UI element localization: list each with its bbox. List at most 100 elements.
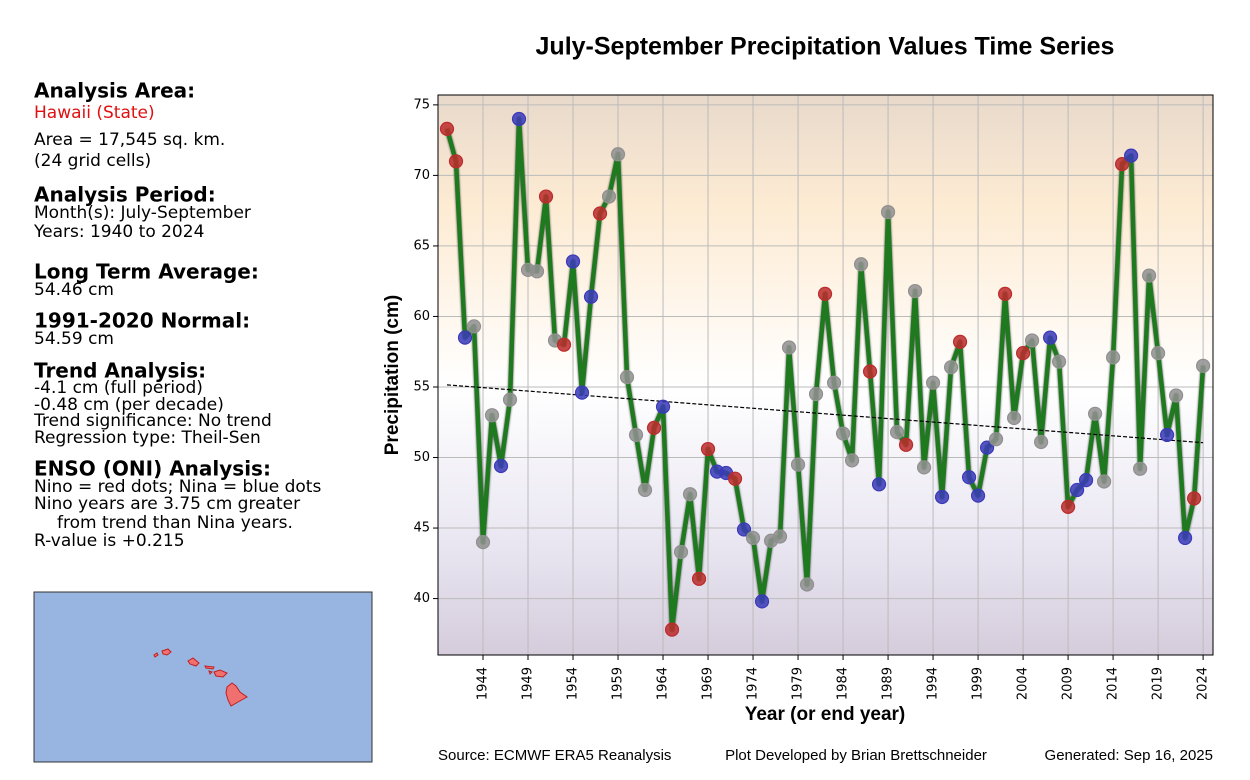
data-point bbox=[934, 489, 950, 505]
data-point bbox=[961, 470, 977, 485]
data-point bbox=[1114, 157, 1130, 172]
panel-heading: Trend Analysis: bbox=[34, 359, 206, 383]
panel-line: Regression type: Theil-Sen bbox=[34, 428, 261, 448]
data-point bbox=[682, 487, 698, 502]
x-tick-label: 1944 bbox=[476, 667, 491, 700]
data-point bbox=[979, 440, 995, 455]
y-tick-label: 45 bbox=[413, 521, 430, 536]
data-point bbox=[511, 111, 527, 127]
data-point bbox=[736, 522, 752, 537]
y-tick-label: 55 bbox=[413, 379, 430, 394]
data-point bbox=[1078, 472, 1094, 488]
x-tick-label: 2024 bbox=[1196, 667, 1211, 700]
panel-line: from trend than Nina years. bbox=[57, 513, 293, 533]
panel-line: (24 grid cells) bbox=[34, 151, 151, 171]
data-point bbox=[781, 340, 797, 355]
data-point bbox=[1159, 427, 1175, 443]
data-point bbox=[799, 577, 815, 592]
footer-source: Source: ECMWF ERA5 Reanalysis bbox=[438, 747, 671, 764]
data-point bbox=[439, 121, 455, 136]
data-point bbox=[493, 458, 509, 474]
data-point bbox=[871, 477, 887, 492]
data-point bbox=[1060, 499, 1076, 514]
data-point bbox=[817, 286, 833, 301]
data-point bbox=[1132, 461, 1148, 476]
data-point bbox=[1186, 491, 1202, 506]
data-point bbox=[700, 441, 716, 457]
data-point bbox=[1033, 434, 1049, 450]
x-axis-label: Year (or end year) bbox=[745, 704, 906, 725]
data-point bbox=[826, 375, 842, 390]
data-point bbox=[691, 571, 707, 586]
panel-line: 54.59 cm bbox=[34, 329, 114, 349]
data-point bbox=[1150, 346, 1166, 361]
panel-heading: Analysis Area: bbox=[34, 79, 195, 103]
data-point bbox=[475, 535, 491, 550]
panel-heading: Long Term Average: bbox=[34, 260, 259, 284]
data-point bbox=[1006, 410, 1022, 426]
data-point bbox=[673, 544, 689, 560]
data-point bbox=[574, 385, 590, 400]
data-point bbox=[1051, 354, 1067, 369]
data-point bbox=[916, 460, 932, 475]
x-tick-label: 1994 bbox=[926, 667, 941, 700]
data-point bbox=[970, 488, 986, 503]
data-point bbox=[889, 425, 905, 440]
data-point bbox=[538, 189, 554, 204]
data-point bbox=[754, 594, 770, 609]
map-inset bbox=[33, 591, 373, 763]
data-point bbox=[457, 330, 473, 345]
x-tick-label: 2004 bbox=[1016, 667, 1031, 700]
panel-heading: ENSO (ONI) Analysis: bbox=[34, 457, 271, 481]
data-point bbox=[466, 319, 482, 334]
panel-line: Area = 17,545 sq. km. bbox=[34, 130, 225, 150]
plot-area bbox=[433, 95, 1213, 660]
data-point bbox=[1177, 530, 1193, 546]
data-point bbox=[880, 204, 896, 220]
data-point bbox=[448, 154, 464, 169]
x-tick-label: 1984 bbox=[836, 667, 851, 700]
y-tick-label: 75 bbox=[413, 97, 430, 112]
data-point bbox=[1024, 333, 1040, 348]
data-point bbox=[610, 147, 626, 162]
data-point bbox=[898, 437, 914, 452]
data-point bbox=[1087, 406, 1103, 421]
data-point bbox=[592, 206, 608, 221]
data-point bbox=[1168, 388, 1184, 403]
panel-heading: Analysis Period: bbox=[34, 183, 216, 207]
data-point bbox=[808, 386, 824, 402]
panel-line: Month(s): July-September bbox=[34, 203, 251, 223]
x-tick-label: 2014 bbox=[1106, 667, 1121, 700]
data-point bbox=[1195, 358, 1211, 373]
data-point bbox=[997, 286, 1013, 301]
footer-generated: Generated: Sep 16, 2025 bbox=[1045, 747, 1213, 764]
data-point bbox=[1141, 268, 1157, 283]
panel-heading: 1991-2020 Normal: bbox=[34, 309, 250, 333]
data-point bbox=[1069, 482, 1085, 498]
data-point bbox=[745, 530, 761, 546]
plot-background bbox=[438, 95, 1213, 655]
plot-frame bbox=[437, 94, 1214, 656]
x-tick-label: 1989 bbox=[881, 667, 896, 700]
panel-line: Nino = red dots; Nina = blue dots bbox=[34, 477, 321, 497]
data-point bbox=[646, 420, 662, 435]
x-tick-label: 1954 bbox=[566, 667, 581, 700]
data-point bbox=[1096, 474, 1112, 489]
data-point bbox=[601, 189, 617, 204]
data-point bbox=[943, 360, 959, 375]
panel-line: -0.48 cm (per decade) bbox=[34, 395, 224, 415]
panel-line: R-value is +0.215 bbox=[34, 531, 185, 551]
data-point bbox=[583, 289, 599, 304]
footer-developer: Plot Developed by Brian Brettschneider bbox=[725, 747, 987, 764]
data-point bbox=[1105, 350, 1121, 365]
y-axis-label: Precipitation (cm) bbox=[382, 295, 403, 455]
y-tick-label: 65 bbox=[413, 238, 430, 253]
data-point bbox=[628, 427, 644, 443]
data-point bbox=[907, 283, 923, 299]
panel-line: Hawaii (State) bbox=[34, 103, 155, 123]
data-point bbox=[619, 370, 635, 385]
chart-title: July-September Precipitation Values Time… bbox=[536, 33, 1115, 61]
x-tick-label: 2019 bbox=[1151, 667, 1166, 700]
data-point bbox=[484, 408, 500, 423]
